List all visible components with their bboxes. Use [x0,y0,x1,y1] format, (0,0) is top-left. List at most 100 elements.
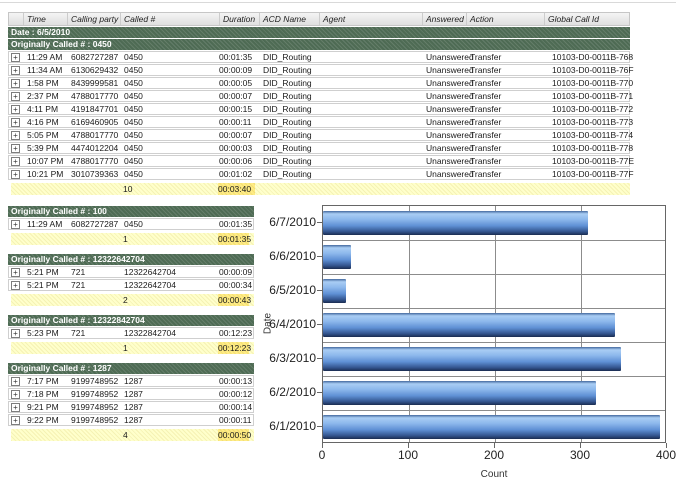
cell-called: 1287 [124,402,143,412]
cell-calling_party: 9199748952 [71,402,119,412]
expand-icon[interactable]: + [11,389,20,399]
count-by-date-chart: 6/7/2010 6/6/2010 6/5/2010 6/4/2010 6/3/2010… [250,195,676,485]
cell-time: 5:39 PM [27,143,59,153]
expand-icon[interactable]: + [11,415,20,425]
cell-time: 10:07 PM [27,156,64,166]
gridline-horizontal [323,308,665,309]
summary-count: 4 [123,430,128,440]
expand-icon[interactable]: + [11,52,20,62]
cell-calling_party: 6169460905 [71,117,119,127]
x-axis-tick-label: 300 [569,448,591,462]
expand-icon[interactable]: + [11,402,20,412]
cell-answered: Unanswered [426,91,474,101]
summary-spacer [11,342,119,354]
cell-called: 1287 [124,415,143,425]
expand-cell: + [9,376,23,386]
originally-called-group-header: Originally Called # : 100 [8,206,254,217]
table-row: +11:29 AM 6082727287 0450 00:01:35 [8,218,254,230]
column-header-calling-party: Calling party # [67,13,120,25]
expand-icon[interactable]: + [11,219,20,229]
table-row: +2:37 PM 4788017770 0450 00:00:07 DID_Routin… [8,90,633,102]
cell-global_call_id: 10103-D0-0011B-773 [552,117,634,127]
cell-duration: 00:00:34 [219,280,253,290]
expand-cell: + [9,52,23,62]
cell-calling_party: 6082727287 [71,52,119,62]
cell-global_call_id: 10103-D0-0011B-778 [552,143,634,153]
cell-duration: 00:00:07 [219,91,253,101]
expand-icon[interactable]: + [11,280,20,290]
expand-cell: + [9,219,23,229]
chart-bar [323,279,347,303]
expand-cell: + [9,78,23,88]
cell-global_call_id: 10103-D0-0011B-77E [552,156,635,166]
cell-answered: Unanswered [426,78,474,88]
cell-answered: Unanswered [426,130,474,140]
table-row: +5:21 PM 721 12322642704 00:00:34 [8,279,254,291]
expand-icon[interactable]: + [11,156,20,166]
group-summary-row: 1 00:01:35 [11,233,254,245]
cell-called: 0450 [124,130,143,140]
x-axis-tick-label: 400 [655,448,676,462]
originally-called-group: Originally Called # : 12322642704 +5:21 P… [8,254,254,306]
gridline-horizontal [323,376,665,377]
expand-cell: + [9,91,23,101]
column-header-expand [9,13,23,25]
summary-spacer [11,429,119,441]
expand-icon[interactable]: + [11,328,20,338]
date-group-header: Date : 6/5/2010 [8,27,630,38]
table-row: +9:21 PM 9199748952 1287 00:00:14 [8,401,254,413]
cell-called: 12322642704 [124,267,177,277]
y-axis-tick [317,256,322,257]
cell-duration: 00:00:09 [219,65,253,75]
expand-cell: + [9,169,23,179]
expand-icon[interactable]: + [11,65,20,75]
cell-calling_party: 721 [71,328,86,338]
cell-action: Transfer [470,156,502,166]
gridline-horizontal [323,274,665,275]
originally-called-group: Originally Called # : 12322842704 +5:23 P… [8,315,254,354]
table-row: +5:05 PM 4788017770 0450 00:00:07 DID_Routin… [8,129,633,141]
x-axis-tick-label: 200 [483,448,505,462]
cell-action: Transfer [470,91,502,101]
cell-calling_party: 4191847701 [71,104,119,114]
cell-time: 9:22 PM [27,415,59,425]
expand-icon[interactable]: + [11,130,20,140]
x-axis-tick-label: 100 [397,448,419,462]
cell-answered: Unanswered [426,104,474,114]
chart-bar [323,347,622,371]
expand-icon[interactable]: + [11,91,20,101]
y-axis-category-label: 6/2/2010 [269,385,316,399]
expand-icon[interactable]: + [11,143,20,153]
cell-action: Transfer [470,104,502,114]
table-header-row: Time Calling party # Called # Duration ACD N… [8,12,630,26]
summary-total-duration: 00:03:40 [218,183,255,195]
gridline-horizontal [323,410,665,411]
expand-icon[interactable]: + [11,78,20,88]
originally-called-group: Originally Called # : 1287 +7:17 PM 919974… [8,363,254,441]
expand-icon[interactable]: + [11,376,20,386]
cell-duration: 00:00:09 [219,267,253,277]
y-axis-category-label: 6/5/2010 [269,283,316,297]
table-row: +11:34 AM 6130629432 0450 00:00:09 DID_Routi… [8,64,634,76]
cell-time: 5:05 PM [27,130,59,140]
chart-bar [323,415,661,439]
expand-cell: + [9,156,23,166]
expand-icon[interactable]: + [11,104,20,114]
cell-calling_party: 4788017770 [71,130,119,140]
summary-spacer [11,183,119,195]
y-axis-tick [317,222,322,223]
cell-action: Transfer [470,169,502,179]
group-summary-row: 10 00:03:40 [11,183,630,195]
column-header-acd-name: ACD Name [259,13,319,25]
x-axis-title: Count [480,469,508,480]
expand-cell: + [9,415,23,425]
x-axis-tick [408,443,409,448]
cell-time: 5:21 PM [27,267,59,277]
expand-icon[interactable]: + [11,117,20,127]
expand-icon[interactable]: + [11,267,20,277]
cell-called: 12322842704 [124,328,177,338]
gridline-horizontal [323,342,665,343]
expand-icon[interactable]: + [11,169,20,179]
cell-duration: 00:00:05 [219,78,253,88]
cell-duration: 00:01:35 [219,52,253,62]
